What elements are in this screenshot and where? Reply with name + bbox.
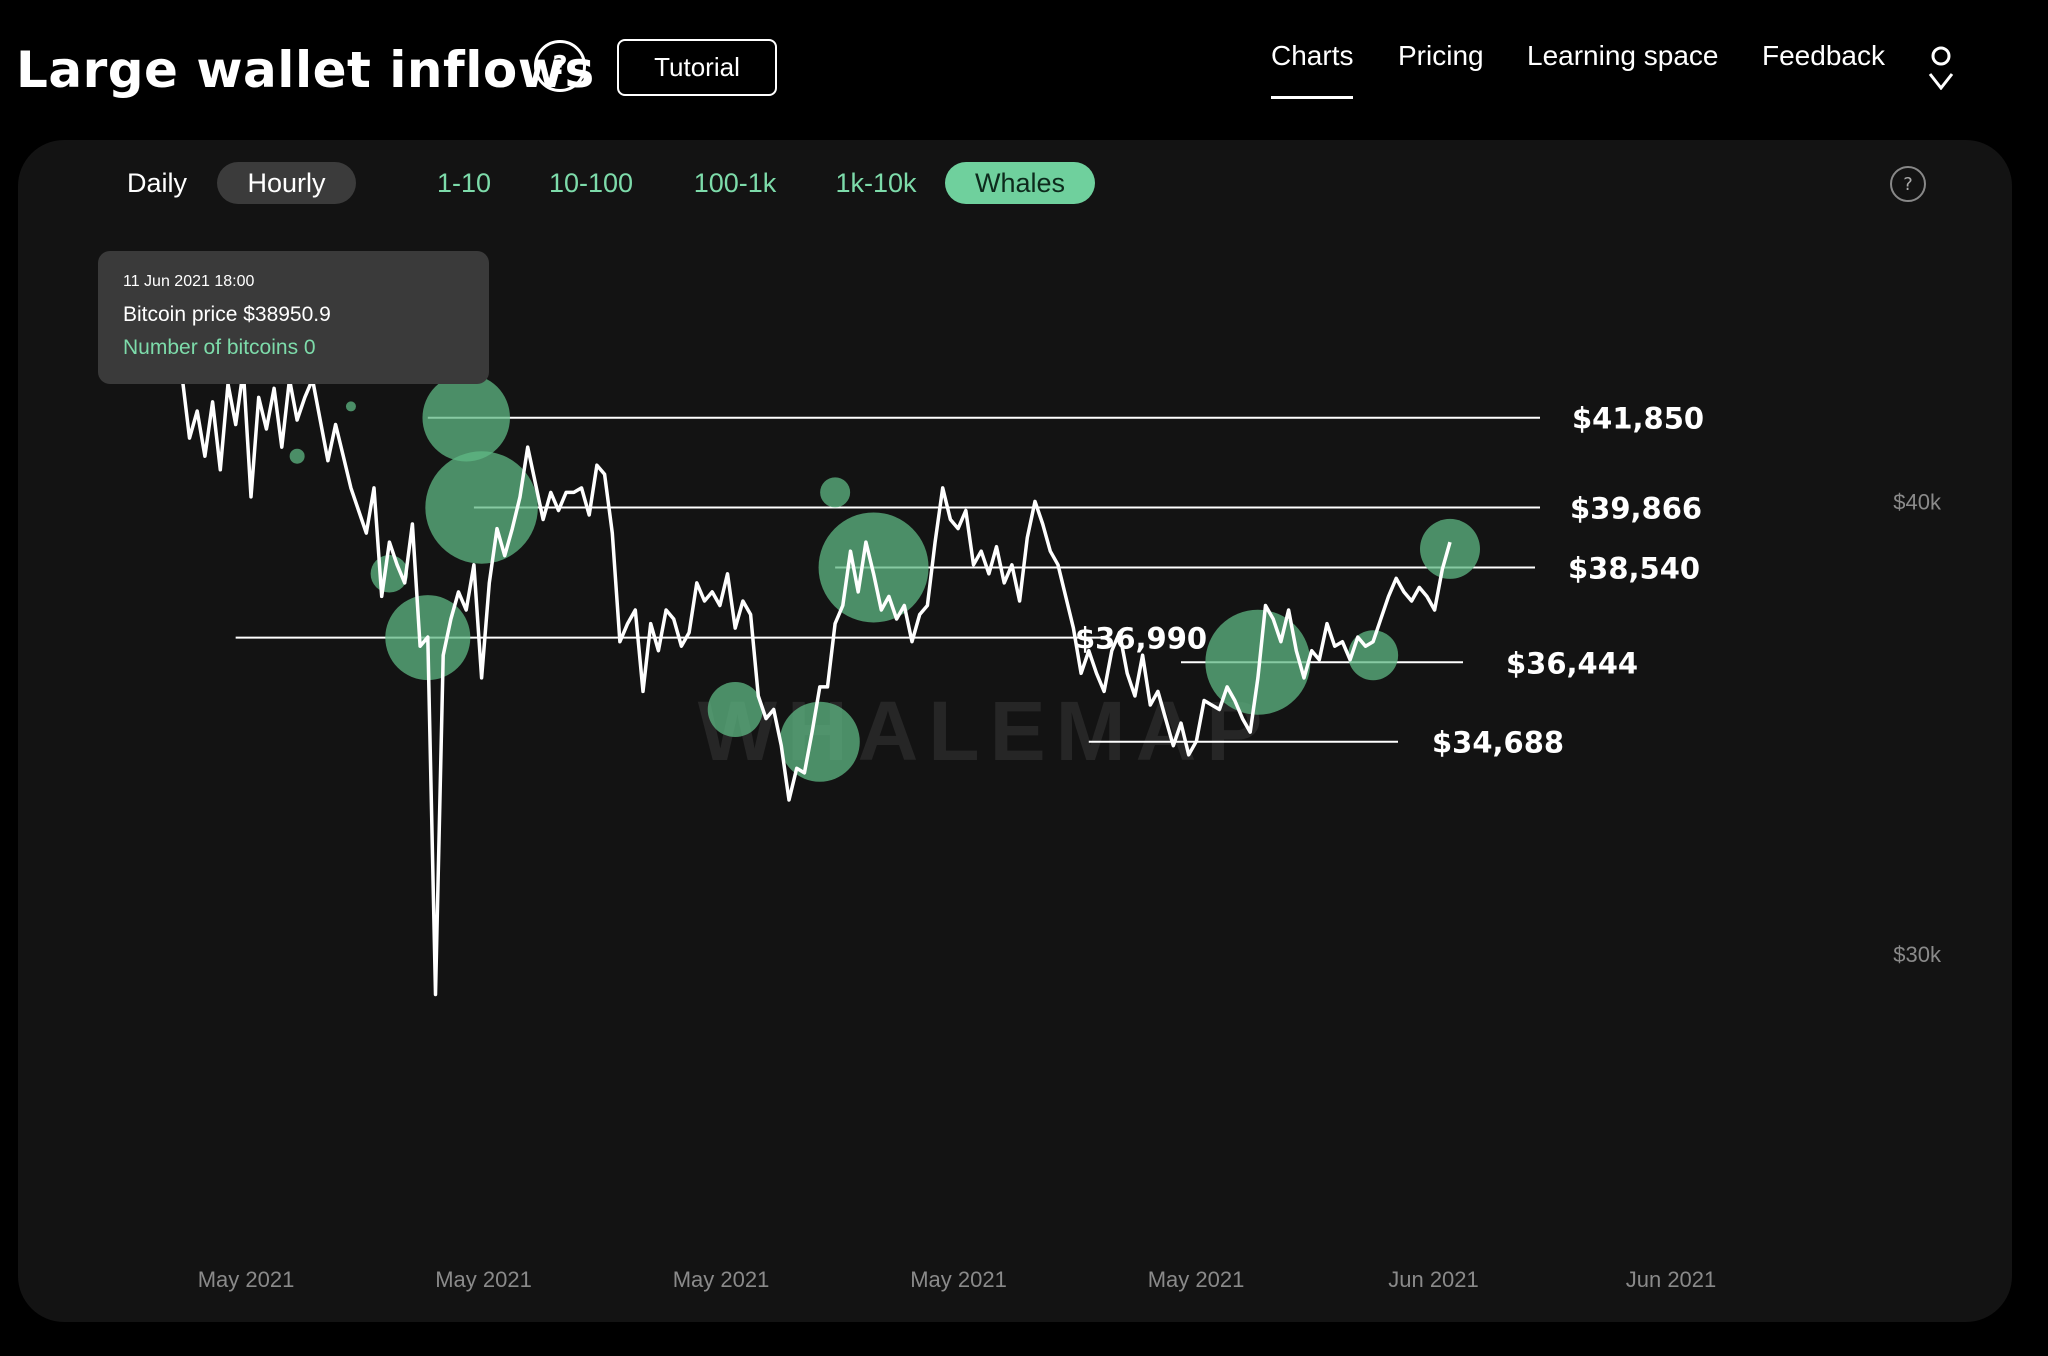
level-label: $36,444 (1506, 646, 1638, 680)
inflow-bubble[interactable] (820, 477, 851, 508)
filter-whales[interactable]: Whales (945, 162, 1095, 204)
level-label: $39,866 (1570, 491, 1702, 525)
filter-10-100[interactable]: 10-100 (548, 167, 634, 198)
tooltip-count: Number of bitcoins 0 (123, 336, 316, 359)
x-tick-label: Jun 2021 (1626, 1267, 1717, 1292)
inflow-bubble[interactable] (422, 373, 510, 462)
x-tick-label: May 2021 (910, 1267, 1007, 1292)
tooltip: 11 Jun 2021 18:00 Bitcoin price $38950.9… (98, 251, 489, 384)
inflow-bubble[interactable] (707, 682, 763, 738)
inflow-bubble[interactable] (345, 401, 356, 412)
title-help-button[interactable]: ? (534, 40, 586, 92)
y-tick-label: $30k (1893, 942, 1942, 967)
x-tick-label: May 2021 (435, 1267, 532, 1292)
nav-charts[interactable]: Charts (1271, 40, 1354, 99)
inflow-bubble[interactable] (1420, 518, 1480, 579)
inflow-bubble[interactable] (779, 701, 860, 782)
level-label: $34,688 (1432, 726, 1564, 760)
inflow-bubble[interactable] (425, 451, 538, 564)
y-tick-label: $40k (1893, 489, 1942, 514)
level-label: $36,990 (1075, 622, 1207, 656)
user-icon[interactable] (1924, 44, 1958, 90)
level-label: $41,850 (1572, 402, 1704, 436)
filter-100-1k[interactable]: 100-1k (693, 167, 777, 198)
page-title: Large wallet inflows (16, 41, 595, 99)
nav-pricing[interactable]: Pricing (1398, 40, 1484, 71)
nav-feedback[interactable]: Feedback (1762, 40, 1885, 71)
x-tick-label: May 2021 (198, 1267, 295, 1292)
filter-1k-10k[interactable]: 1k-10k (835, 167, 917, 198)
tooltip-date: 11 Jun 2021 18:00 (123, 273, 255, 290)
interval-hourly[interactable]: Hourly (217, 162, 356, 204)
level-label: $38,540 (1568, 551, 1700, 585)
tutorial-button[interactable]: Tutorial (617, 39, 777, 96)
tooltip-price: Bitcoin price $38950.9 (123, 303, 331, 326)
price-line (103, 292, 1452, 997)
inflow-bubble[interactable] (289, 448, 305, 464)
nav-learning-space[interactable]: Learning space (1527, 40, 1719, 71)
x-tick-label: Jun 2021 (1388, 1267, 1479, 1292)
x-tick-label: May 2021 (673, 1267, 770, 1292)
x-tick-label: May 2021 (1148, 1267, 1245, 1292)
top-bar: Large wallet inflows ? Tutorial Charts P… (0, 0, 2048, 138)
filter-1-10[interactable]: 1-10 (436, 167, 492, 198)
interval-daily[interactable]: Daily (126, 167, 187, 198)
chart-help-button[interactable]: ? (1890, 166, 1926, 202)
